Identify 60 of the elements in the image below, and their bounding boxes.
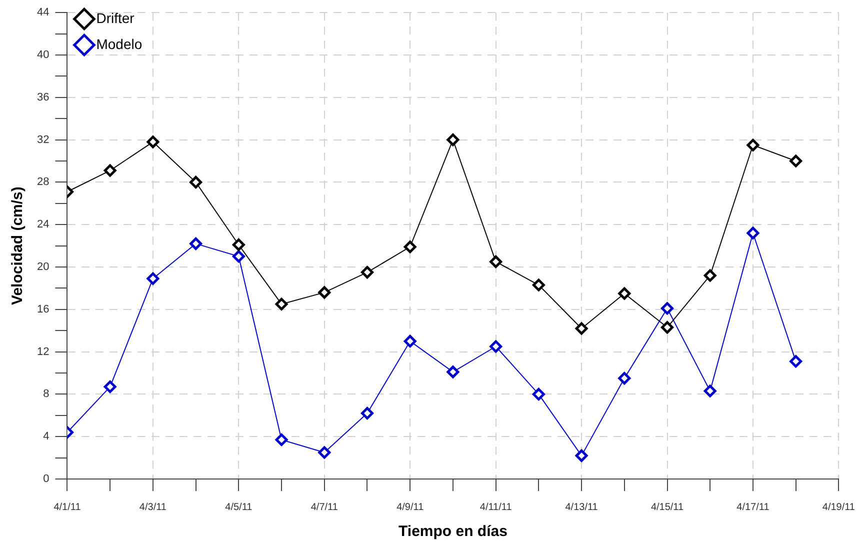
point [360,266,374,279]
x-tick-label: 4/5/11 [225,502,253,513]
x-tick-label: 4/15/11 [650,502,684,513]
y-tick-label: 0 [43,473,50,486]
point [190,237,202,250]
point [146,272,160,285]
point [446,366,460,378]
x-tick-label: 4/7/11 [310,502,338,513]
y-tick-label: 20 [36,261,50,274]
point [790,355,802,368]
point [790,154,802,168]
point [661,302,674,315]
point [232,238,245,251]
point [360,407,374,420]
x-tick-label: 4/17/11 [736,502,770,513]
y-tick-label: 44 [36,6,50,19]
legend-label: Modelo [96,36,142,52]
point [661,321,674,334]
x-axis-title: Tiempo en días [398,523,508,540]
point [232,250,245,263]
y-tick-label: 36 [36,91,50,104]
y-tick-label: 24 [36,218,50,231]
x-tick-label: 4/9/11 [396,502,424,513]
point [618,287,631,300]
x-tick-label: 4/1/11 [54,502,82,513]
point [746,138,760,152]
point [575,322,588,335]
y-tick-label: 8 [43,388,50,400]
point [532,278,545,292]
y-tick-label: 12 [36,346,50,358]
x-tick-label: 4/3/11 [139,502,167,513]
legend-label: Drifter [96,10,135,26]
y-tick-label: 40 [36,49,50,62]
point [618,372,631,385]
point [490,255,502,268]
point [704,269,716,282]
point [746,226,760,240]
point [704,384,716,398]
x-tick-label: 4/13/11 [565,502,598,513]
point [146,136,160,148]
point [446,134,460,146]
point [104,164,116,177]
y-tick-label: 28 [36,176,50,188]
point [318,446,331,459]
y-tick-label: 32 [36,134,50,146]
point [275,298,288,310]
point [575,449,588,462]
point [404,334,416,348]
point [104,380,116,394]
y-tick-label: 16 [36,303,50,316]
y-tick-label: 4 [43,430,50,443]
y-axis-title: Velocidad (cm/s) [9,186,26,305]
x-tick-label: 4/19/11 [822,502,856,513]
point [490,340,502,353]
point [318,286,331,299]
point [275,434,288,446]
point [532,388,545,400]
point [190,176,202,188]
point [404,240,416,254]
x-tick-label: 4/11/11 [480,502,512,513]
